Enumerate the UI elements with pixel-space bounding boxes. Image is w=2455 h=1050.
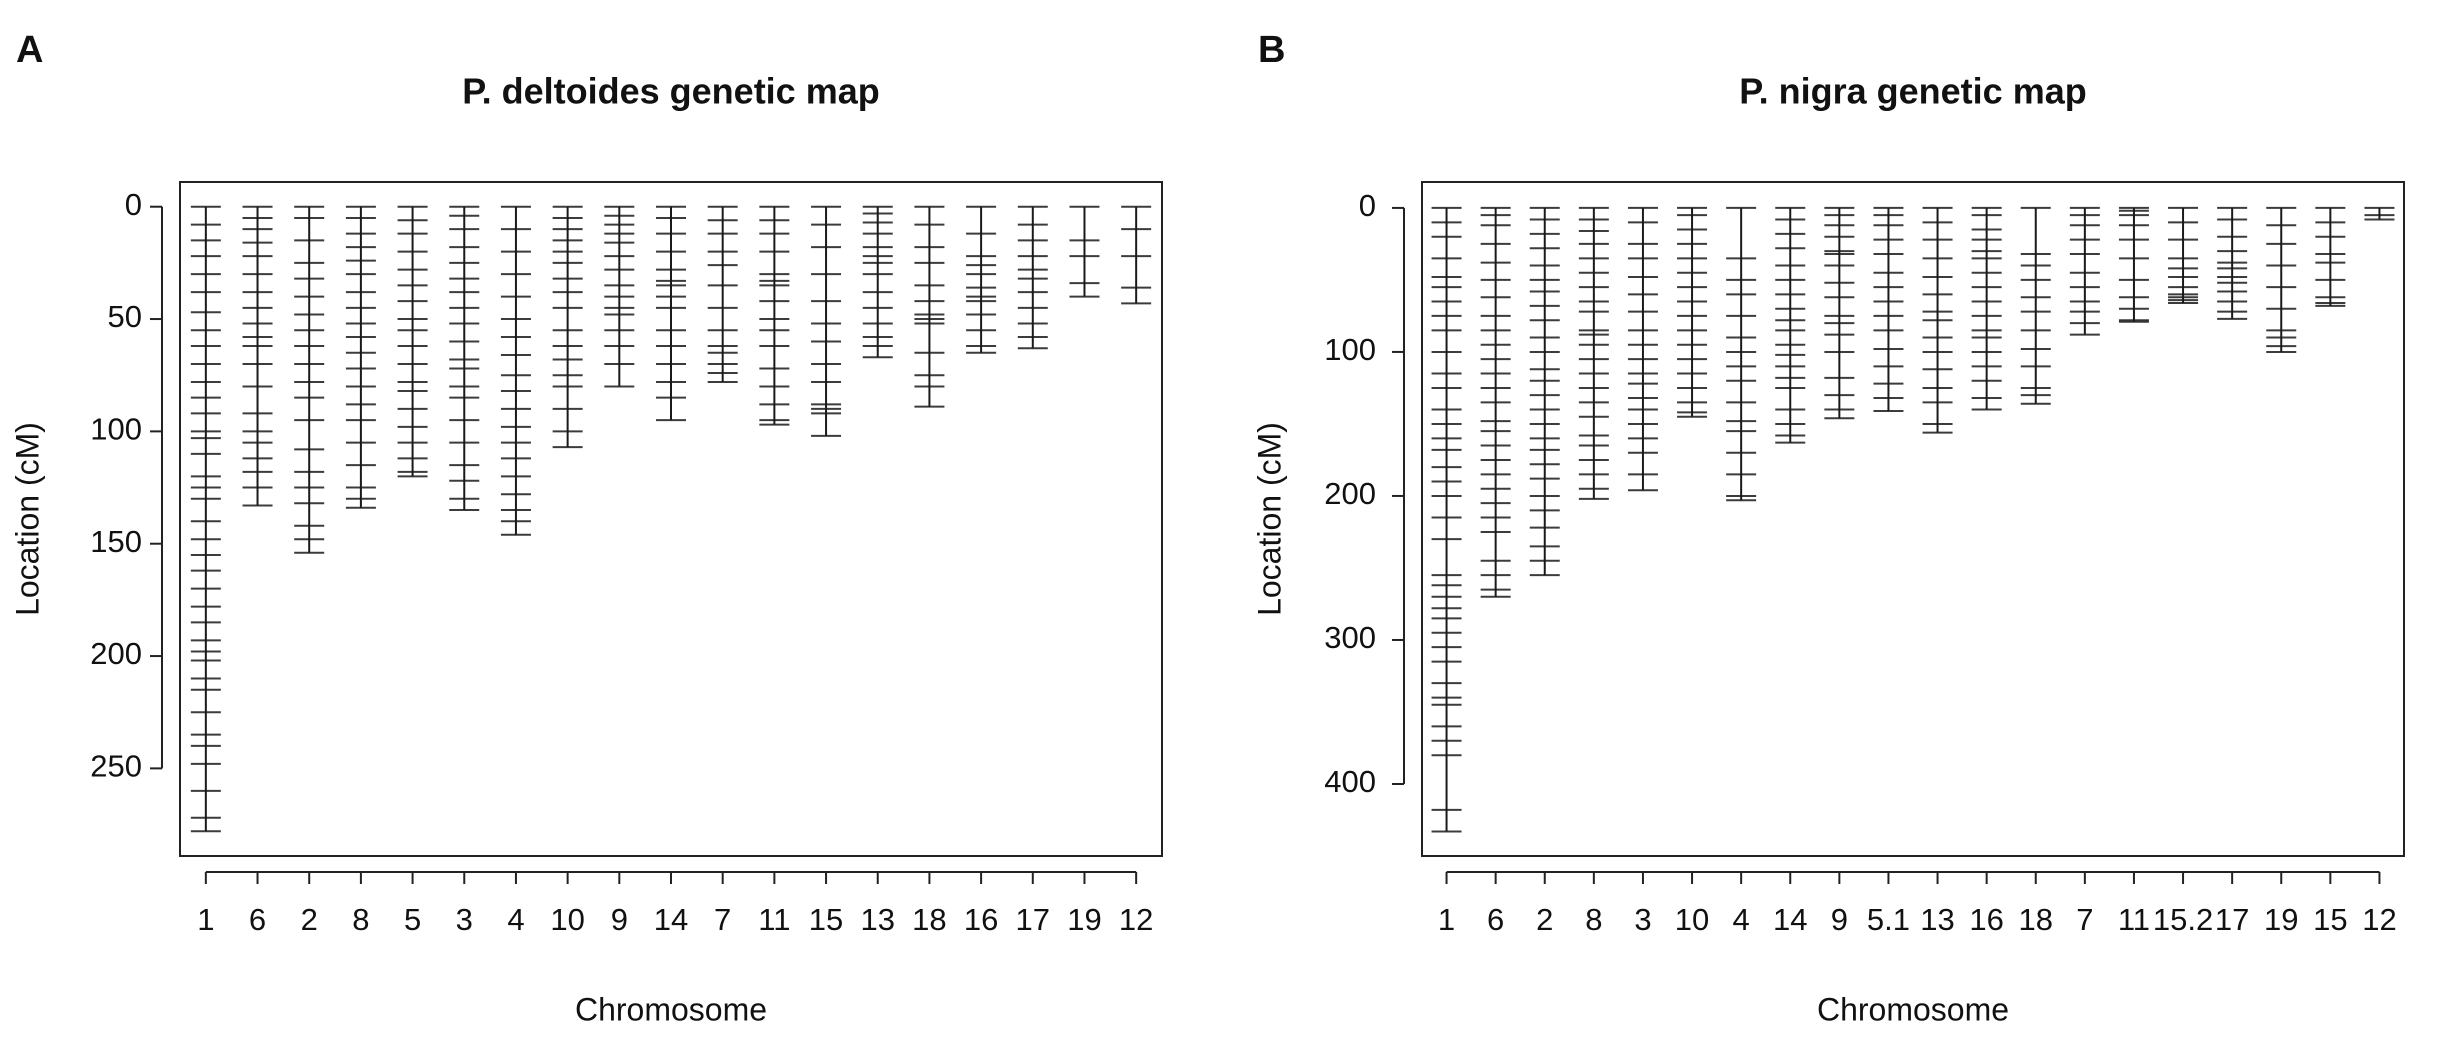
chart-title: P. nigra genetic map: [1739, 71, 2086, 112]
y-tick-label: 250: [90, 749, 142, 784]
x-tick-label: 18: [2019, 902, 2053, 937]
x-tick-label: 7: [714, 902, 731, 937]
x-tick-label: 14: [1773, 902, 1807, 937]
x-tick-label: 11: [2118, 902, 2150, 937]
x-tick-label: 4: [1733, 902, 1750, 937]
y-tick-label: 0: [1359, 188, 1376, 223]
panel-label: B: [1258, 29, 1285, 71]
y-tick-label: 300: [1324, 620, 1376, 655]
x-tick-label: 6: [1487, 902, 1504, 937]
x-tick-label: 10: [1675, 902, 1709, 937]
y-tick-label: 0: [125, 187, 142, 222]
y-tick-label: 100: [90, 412, 142, 447]
x-tick-label: 16: [1969, 902, 2003, 937]
x-tick-label: 2: [301, 902, 318, 937]
x-axis-label: Chromosome: [575, 991, 767, 1027]
x-tick-label: 19: [2264, 902, 2298, 937]
x-tick-label: 1: [197, 902, 214, 937]
x-tick-label: 12: [1119, 902, 1153, 937]
x-tick-label: 8: [1585, 902, 1602, 937]
plot-frame: [1421, 181, 2405, 857]
x-tick-label: 10: [550, 902, 584, 937]
x-tick-label: 1: [1438, 902, 1455, 937]
x-tick-label: 15.2: [2153, 902, 2213, 937]
y-tick-label: 50: [108, 299, 142, 334]
x-tick-label: 18: [912, 902, 946, 937]
y-tick-label: 400: [1324, 764, 1376, 799]
x-axis-label: Chromosome: [1817, 991, 2009, 1027]
x-tick-label: 13: [860, 902, 894, 937]
x-tick-label: 8: [352, 902, 369, 937]
y-tick-label: 100: [1324, 332, 1376, 367]
plot-frame: [179, 181, 1163, 857]
y-tick-label: 200: [90, 636, 142, 671]
x-tick-label: 7: [2076, 902, 2093, 937]
x-tick-label: 19: [1067, 902, 1101, 937]
x-tick-label: 3: [1634, 902, 1651, 937]
panel-label: A: [16, 29, 43, 71]
x-tick-label: 11: [758, 902, 790, 937]
x-tick-label: 9: [611, 902, 628, 937]
x-tick-label: 15: [2313, 902, 2347, 937]
x-tick-label: 2: [1536, 902, 1553, 937]
y-tick-label: 200: [1324, 476, 1376, 511]
y-tick-label: 150: [90, 524, 142, 559]
y-axis-label: Location (cM): [1251, 422, 1287, 616]
x-tick-label: 3: [456, 902, 473, 937]
x-tick-label: 17: [1016, 902, 1050, 937]
chart-title: P. deltoides genetic map: [462, 71, 879, 112]
x-tick-label: 4: [507, 902, 524, 937]
x-tick-label: 12: [2362, 902, 2396, 937]
x-tick-label: 16: [964, 902, 998, 937]
x-tick-label: 15: [809, 902, 843, 937]
x-tick-label: 5.1: [1867, 902, 1910, 937]
x-tick-label: 17: [2215, 902, 2249, 937]
y-axis-label: Location (cM): [9, 422, 45, 616]
x-tick-label: 6: [249, 902, 266, 937]
x-tick-label: 14: [654, 902, 688, 937]
x-tick-label: 13: [1920, 902, 1954, 937]
x-tick-label: 5: [404, 902, 421, 937]
x-tick-label: 9: [1831, 902, 1848, 937]
